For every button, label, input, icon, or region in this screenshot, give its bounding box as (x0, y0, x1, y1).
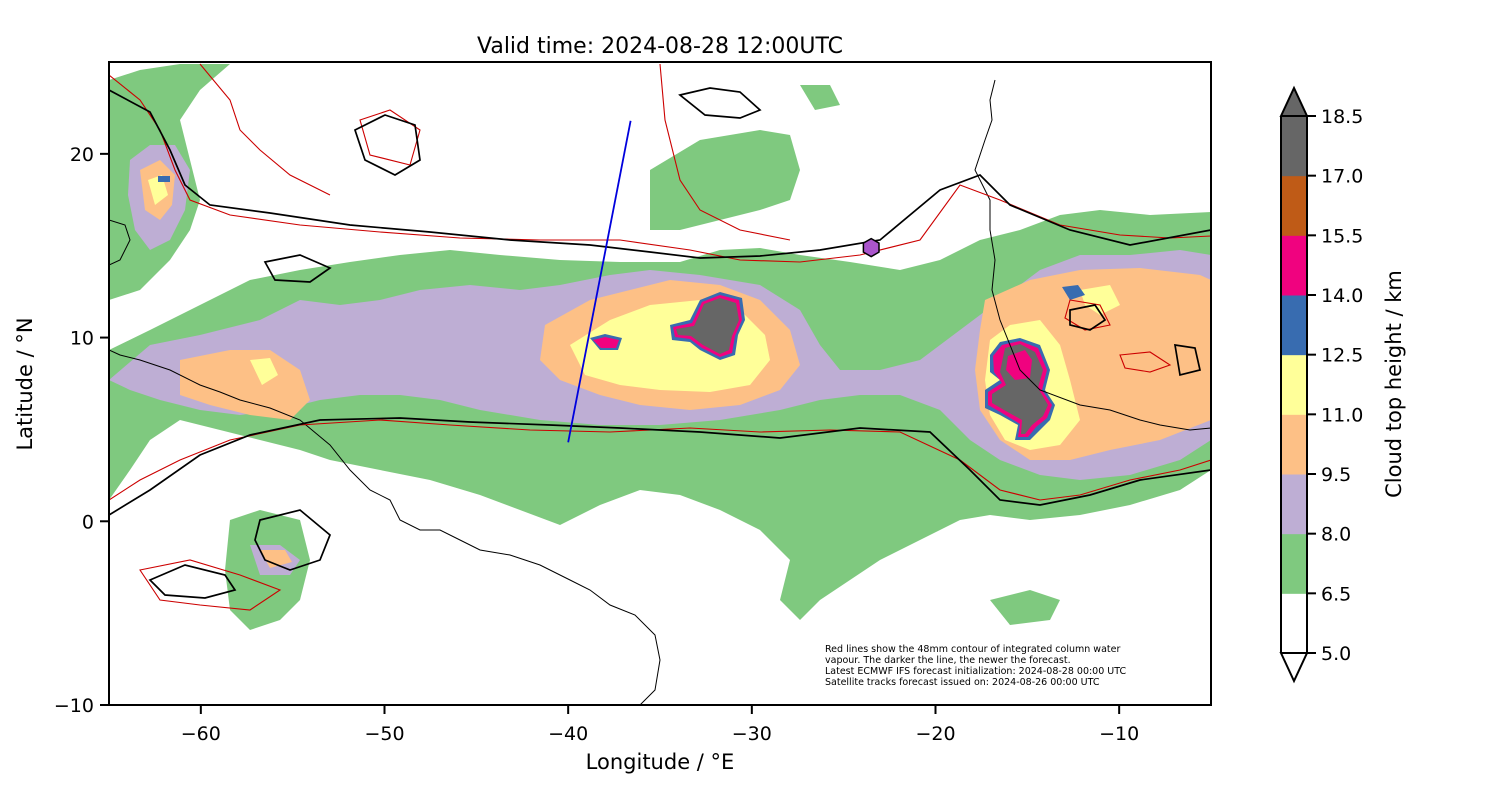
x-tick-label: −10 (1099, 723, 1139, 745)
cloud-top-height-field (109, 64, 1211, 630)
y-tick-label: 20 (70, 144, 94, 166)
map-frame (108, 61, 1212, 706)
colorbar-segment (1281, 235, 1307, 296)
colorbar-tick-label: 17.0 (1321, 166, 1363, 188)
colorbar-tick-label: 15.5 (1321, 225, 1363, 247)
y-tick-label: 0 (82, 511, 94, 533)
y-tick-label: −10 (54, 695, 94, 717)
note-line-2: vapour. The darker the line, the newer t… (825, 655, 1071, 666)
x-tick-label: −40 (548, 723, 588, 745)
x-tick-label: −50 (364, 723, 404, 745)
colorbar-segment (1281, 593, 1307, 654)
colorbar-segment (1281, 354, 1307, 415)
y-tick-label: 10 (70, 328, 94, 350)
satellite-position-marker (862, 237, 880, 258)
plot-title: Valid time: 2024-08-28 12:00UTC (477, 34, 843, 59)
y-axis: −10 0 10 20 (54, 144, 109, 717)
x-tick-label: −60 (181, 723, 221, 745)
colorbar-segment (1281, 116, 1307, 177)
colorbar-tick-label: 8.0 (1321, 524, 1351, 546)
note-line-3: Latest ECMWF IFS forecast initialization… (825, 666, 1126, 677)
colorbar-tick-label: 12.5 (1321, 345, 1363, 367)
y-axis-label: Latitude / °N (13, 317, 37, 450)
colorbar-segment (1281, 295, 1307, 356)
note-line-1: Red lines show the 48mm contour of integ… (825, 644, 1120, 655)
colorbar-tick-label: 6.5 (1321, 583, 1351, 605)
colorbar-tick-label: 11.0 (1321, 404, 1363, 426)
satellite-track (567, 120, 632, 443)
colorbar-segment (1281, 533, 1307, 594)
colorbar: 5.0 6.5 8.0 9.5 11.0 12.5 14.0 15.5 17.0 18.5 (1279, 85, 1363, 684)
x-axis-label: Longitude / °E (586, 750, 735, 774)
colorbar-tick-label: 5.0 (1321, 643, 1351, 665)
annotation-note: Red lines show the 48mm contour of integ… (825, 644, 1126, 688)
x-tick-label: −20 (915, 723, 955, 745)
colorbar-outline (1280, 116, 1308, 653)
colorbar-segment (1281, 474, 1307, 535)
note-line-4: Satellite tracks forecast issued on: 202… (825, 677, 1100, 688)
colorbar-tick-label: 18.5 (1321, 106, 1363, 128)
colorbar-tick-label: 9.5 (1321, 464, 1351, 486)
x-axis: −60 −50 −40 −30 −20 −10 (181, 705, 1139, 745)
coastlines (109, 79, 1211, 705)
colorbar-segment (1281, 175, 1307, 236)
water-vapour-contours-latest (109, 87, 1211, 599)
colorbar-extend-max (1279, 85, 1309, 117)
colorbar-tick-label: 14.0 (1321, 285, 1363, 307)
colorbar-label: Cloud top height / km (1382, 270, 1406, 498)
colorbar-extend-min (1279, 652, 1309, 684)
colorbar-segment (1281, 414, 1307, 475)
x-tick-label: −30 (732, 723, 772, 745)
